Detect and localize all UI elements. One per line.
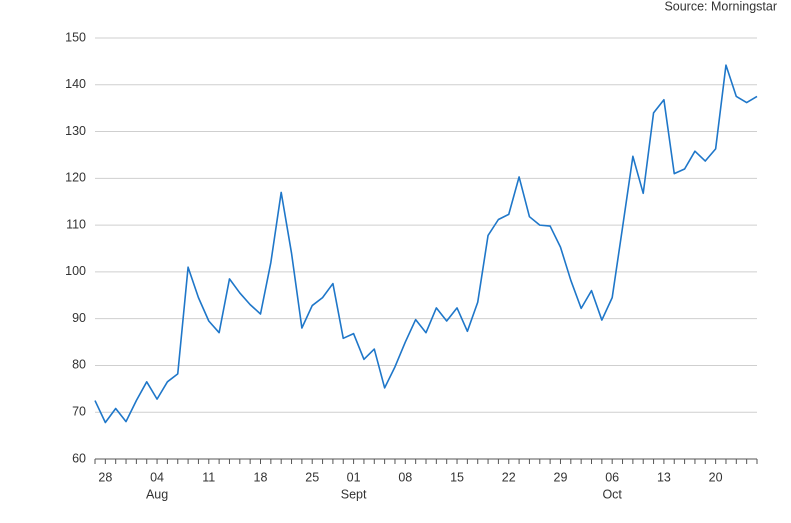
x-group-label: Aug <box>146 487 168 501</box>
y-tick-label: 150 <box>65 30 86 44</box>
x-group-label: Oct <box>602 487 622 501</box>
x-tick-label: 08 <box>398 470 412 484</box>
x-tick-label: 22 <box>502 470 516 484</box>
y-tick-label: 110 <box>66 217 86 231</box>
y-tick-label: 60 <box>72 451 86 465</box>
source-note: Source: Morningstar <box>664 0 777 13</box>
x-tick-label: 20 <box>709 470 723 484</box>
x-tick-label: 18 <box>254 470 268 484</box>
y-tick-label: 100 <box>65 264 86 278</box>
y-tick-label: 130 <box>65 124 86 138</box>
y-tick-label: 140 <box>65 77 86 91</box>
x-tick-label: 13 <box>657 470 671 484</box>
x-tick-label: 04 <box>150 470 164 484</box>
x-group-label: Sept <box>341 487 367 501</box>
x-tick-label: 11 <box>202 470 215 484</box>
y-tick-label: 90 <box>72 311 86 325</box>
x-tick-label: 06 <box>605 470 619 484</box>
y-tick-label: 120 <box>65 171 86 185</box>
y-tick-label: 80 <box>72 358 86 372</box>
x-tick-label: 01 <box>347 470 361 484</box>
x-tick-label: 25 <box>305 470 319 484</box>
x-tick-label: 29 <box>554 470 568 484</box>
y-tick-label: 70 <box>72 405 86 419</box>
x-tick-label: 15 <box>450 470 464 484</box>
x-tick-label: 28 <box>98 470 112 484</box>
price-line <box>94 64 758 424</box>
